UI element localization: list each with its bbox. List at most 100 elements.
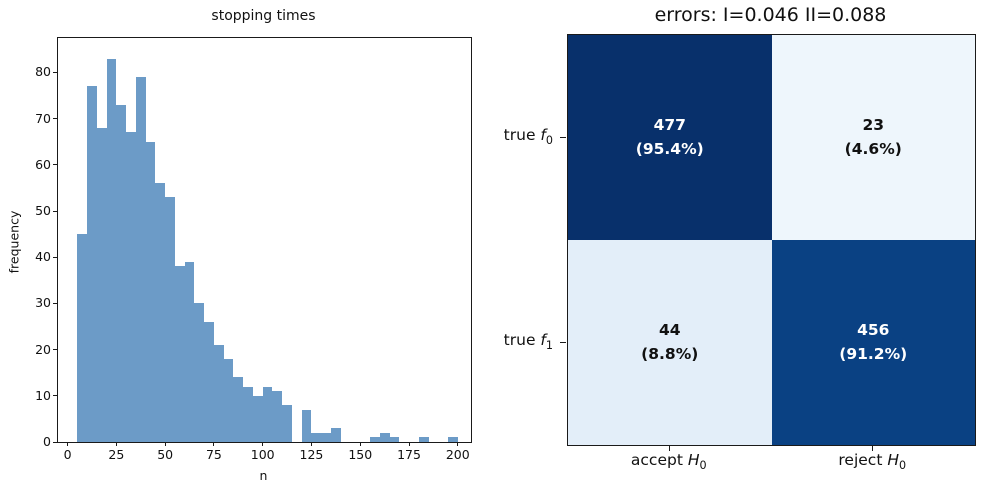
cell-percent: (91.2%)	[839, 344, 908, 363]
x-axis-tick-label: 50	[157, 447, 174, 462]
hist-bar	[243, 386, 253, 442]
hist-bar	[174, 266, 185, 442]
hist-bar	[87, 86, 97, 442]
math-var: H	[887, 451, 899, 469]
y-axis-tick-label: 60	[35, 156, 51, 172]
x-axis-tick-label: 100	[250, 447, 275, 462]
y-axis-tick	[53, 210, 57, 212]
row-tick	[560, 341, 566, 343]
y-axis-tick-label: 40	[35, 249, 51, 265]
matrix-cell-f1-accept: 44 (8.8%)	[568, 240, 772, 445]
hist-bar	[272, 391, 283, 442]
cell-percent: (8.8%)	[641, 344, 699, 363]
math-var: H	[687, 451, 700, 469]
hist-bar	[145, 141, 156, 442]
col-tick	[668, 445, 670, 451]
hist-bar	[184, 261, 195, 442]
x-axis-tick-label: 0	[63, 447, 72, 462]
x-axis-tick-label: 200	[445, 447, 470, 462]
x-axis-tick-label: 150	[348, 447, 373, 462]
matrix-cell-f0-reject: 23 (4.6%)	[771, 35, 975, 240]
math-subscript: 0	[545, 133, 553, 147]
hist-bar	[165, 197, 175, 442]
hist-bar	[389, 437, 400, 442]
histogram-title: stopping times	[211, 8, 316, 24]
x-axis-tick	[457, 442, 459, 446]
math-subscript: 1	[545, 338, 553, 352]
y-axis-tick	[53, 349, 57, 351]
hist-bar	[213, 344, 224, 442]
matrix-cell-f1-reject: 456 (91.2%)	[771, 240, 975, 445]
hist-bar	[379, 432, 390, 442]
hist-bar	[321, 432, 331, 442]
x-axis-tick-label: 75	[205, 447, 222, 462]
hist-bar	[262, 386, 273, 442]
cell-percent: (95.4%)	[635, 139, 704, 158]
hist-bar	[301, 409, 312, 442]
hist-bar	[194, 303, 205, 442]
hist-bar	[96, 127, 107, 442]
hist-bar	[106, 58, 117, 442]
y-axis-tick	[53, 164, 57, 166]
x-axis-tick	[164, 442, 166, 446]
matrix-cell-f0-accept: 477 (95.4%)	[568, 35, 772, 240]
cell-count: 477	[653, 116, 686, 135]
hist-bar	[223, 358, 234, 442]
hist-bar	[252, 395, 263, 442]
hist-bar	[204, 321, 214, 442]
y-axis-tick-label: 50	[35, 203, 51, 218]
x-axis-tick	[408, 442, 410, 446]
y-axis-tick	[53, 118, 57, 120]
y-axis-tick-label: 20	[35, 341, 51, 357]
y-axis-tick	[53, 256, 57, 258]
hist-bar	[418, 437, 429, 442]
y-axis-tick	[53, 302, 57, 304]
hist-bar	[135, 77, 146, 442]
hist-bar	[233, 377, 244, 442]
x-axis-tick-label: 175	[397, 447, 421, 462]
hist-bar	[282, 405, 292, 442]
hist-bar	[116, 104, 127, 442]
hist-bar	[126, 132, 136, 442]
x-axis-tick	[359, 442, 361, 446]
y-axis-tick-label: 0	[43, 434, 51, 449]
confusion-matrix: 477 (95.4%) 23 (4.6%) 44 (8.8%) 456 (91.2%)	[567, 34, 976, 446]
row-label-true-f0: true f0	[503, 125, 553, 147]
row-label-true-f1: true f1	[503, 330, 553, 352]
histogram-axes: 0 25 50 75 100 125 150 175 200 0 10 20 30 40 50 60 70 80	[35, 37, 472, 462]
math-subscript: 0	[699, 459, 707, 473]
hist-bar	[330, 428, 341, 442]
x-axis-tick	[67, 442, 69, 446]
col-tick	[872, 445, 874, 451]
math-var: f	[540, 330, 546, 349]
hist-bar	[448, 437, 458, 442]
hist-bar	[77, 234, 88, 442]
math-var: f	[540, 125, 546, 144]
cell-percent: (4.6%)	[844, 139, 902, 158]
hist-bar	[155, 183, 166, 442]
cell-count: 456	[857, 321, 890, 340]
y-axis-tick-label: 70	[35, 110, 51, 126]
hist-bar	[370, 437, 380, 442]
row-tick	[560, 136, 566, 138]
histogram-xlabel: n	[259, 468, 268, 483]
cell-count: 44	[658, 321, 681, 340]
y-axis-tick	[53, 395, 57, 397]
y-axis-tick	[53, 71, 57, 73]
cell-count: 23	[862, 116, 885, 135]
y-axis-tick-label: 80	[35, 64, 51, 80]
y-axis-tick	[53, 441, 57, 443]
y-axis-tick-label: 10	[35, 387, 51, 403]
x-axis-tick-label: 25	[108, 447, 125, 462]
hist-bar	[311, 432, 322, 442]
x-axis-tick	[115, 442, 117, 446]
col-label-accept-H0: accept H0	[630, 451, 707, 473]
col-label-reject-H0: reject H0	[838, 451, 907, 473]
x-axis-tick	[213, 442, 215, 446]
y-axis-tick-label: 30	[35, 295, 51, 311]
x-axis-tick-label: 125	[299, 447, 324, 462]
math-subscript: 0	[898, 459, 907, 473]
x-axis-tick	[262, 442, 264, 446]
x-axis-tick	[310, 442, 312, 446]
